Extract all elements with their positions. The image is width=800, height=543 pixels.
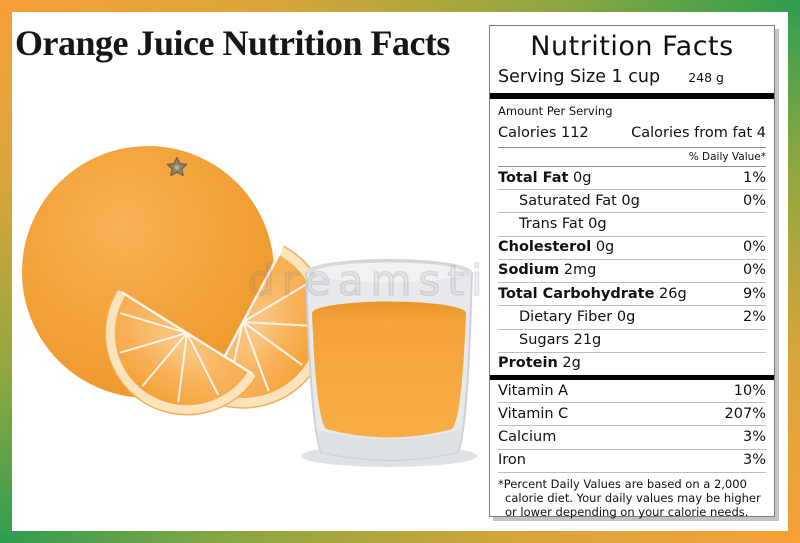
daily-value-header: % Daily Value* xyxy=(498,148,766,168)
nutrient-row-trans-fat: Trans Fat 0g xyxy=(498,213,766,237)
orange-stem-star-icon xyxy=(166,156,188,177)
amount-per-serving: Amount Per Serving xyxy=(498,104,613,119)
nutrient-row-protein: Protein 2g xyxy=(498,355,581,372)
frame-border-left xyxy=(0,0,12,543)
calories-row: Calories 112 Calories from fat 4 xyxy=(498,121,766,149)
daily-value-footnote: *Percent Daily Values are based on a 2,0… xyxy=(498,476,761,519)
frame-border-right xyxy=(788,0,800,543)
vitamin-row-vitamin-a: Vitamin A 10% xyxy=(498,380,766,404)
frame-border-top xyxy=(0,0,800,12)
serving-size-row: Serving Size 1 cup 248 g xyxy=(498,65,766,93)
label-title: Nutrition Facts xyxy=(530,31,734,62)
juice-glass xyxy=(301,259,477,467)
divider-thick xyxy=(490,375,774,381)
frame-border-bottom xyxy=(0,531,800,543)
serving-weight: 248 g xyxy=(688,70,724,86)
nutrient-row-sugars: Sugars 21g xyxy=(498,330,766,353)
nutrient-row-saturated-fat: Saturated Fat 0g 0% xyxy=(498,190,766,214)
juice xyxy=(312,313,466,438)
nutrient-row-sodium: Sodium 2mg 0% xyxy=(498,260,766,284)
page-title: Orange Juice Nutrition Facts xyxy=(15,23,450,63)
serving-size: Serving Size 1 cup xyxy=(498,67,661,88)
glass-base xyxy=(317,430,461,460)
orange-juice-illustration xyxy=(22,146,477,467)
vitamin-row-iron: Iron 3% xyxy=(498,450,766,473)
nutrient-row-cholesterol: Cholesterol 0g 0% xyxy=(498,237,766,260)
nutrient-row-dietary-fiber: Dietary Fiber 0g 2% xyxy=(498,306,766,330)
calories-value: Calories 112 xyxy=(498,125,589,142)
vitamin-row-vitamin-c: Vitamin C 207% xyxy=(498,403,766,427)
divider-thick xyxy=(490,93,774,100)
calories-from-fat: Calories from fat 4 xyxy=(631,125,766,142)
orange-fruit xyxy=(22,146,274,398)
nutrient-row-total-carbohydrate: Total Carbohydrate 26g 9% xyxy=(498,283,766,307)
juice-surface xyxy=(312,301,466,325)
nutrition-facts-label: Nutrition Facts Serving Size 1 cup 248 g… xyxy=(489,25,775,519)
nutrient-row-total-fat: Total Fat 0g 1% xyxy=(498,167,766,191)
vitamin-row-calcium: Calcium 3% xyxy=(498,426,766,450)
